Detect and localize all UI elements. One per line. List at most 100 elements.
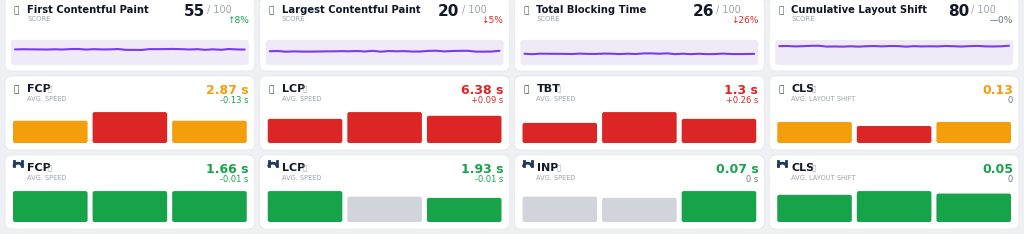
Text: +0.26 s: +0.26 s: [726, 96, 758, 105]
Text: 0: 0: [1008, 96, 1013, 105]
Text: LCP: LCP: [282, 84, 305, 94]
Text: ⓘ: ⓘ: [812, 85, 816, 91]
Text: ⓘ: ⓘ: [47, 164, 52, 171]
FancyBboxPatch shape: [769, 76, 1019, 150]
Text: 0 s: 0 s: [746, 175, 758, 184]
FancyBboxPatch shape: [172, 191, 247, 222]
Text: -0.13 s: -0.13 s: [220, 96, 249, 105]
FancyBboxPatch shape: [347, 112, 422, 143]
Text: ⛺: ⛺: [523, 85, 528, 94]
Text: Cumulative Layout Shift: Cumulative Layout Shift: [792, 5, 928, 15]
Text: 0.05: 0.05: [982, 163, 1013, 176]
Text: ⛺: ⛺: [268, 85, 274, 94]
FancyBboxPatch shape: [769, 0, 1019, 71]
FancyBboxPatch shape: [514, 155, 764, 229]
Text: ⛺: ⛺: [14, 85, 19, 94]
Text: AVG. SPEED: AVG. SPEED: [27, 175, 67, 181]
FancyBboxPatch shape: [602, 198, 677, 222]
FancyBboxPatch shape: [936, 194, 1011, 222]
FancyBboxPatch shape: [260, 76, 510, 150]
Text: CLS: CLS: [792, 163, 814, 173]
Text: 0.07 s: 0.07 s: [716, 163, 758, 176]
Text: ↑8%: ↑8%: [227, 16, 249, 25]
Text: 20: 20: [438, 4, 460, 19]
Text: SCORE: SCORE: [27, 16, 50, 22]
Text: -0.01 s: -0.01 s: [475, 175, 504, 184]
Text: 1.3 s: 1.3 s: [724, 84, 758, 97]
Text: FCP: FCP: [27, 84, 51, 94]
Text: LCP: LCP: [282, 163, 305, 173]
FancyBboxPatch shape: [172, 121, 247, 143]
Text: / 100: / 100: [207, 5, 231, 15]
FancyBboxPatch shape: [92, 191, 167, 222]
Text: AVG. SPEED: AVG. SPEED: [282, 175, 322, 181]
Text: 1.93 s: 1.93 s: [461, 163, 504, 176]
Text: ⓘ: ⓘ: [302, 85, 306, 91]
Text: AVG. SPEED: AVG. SPEED: [537, 96, 575, 102]
FancyBboxPatch shape: [682, 191, 757, 222]
FancyBboxPatch shape: [427, 198, 502, 222]
Text: TBT: TBT: [537, 84, 560, 94]
Text: / 100: / 100: [971, 5, 995, 15]
Text: ⓘ: ⓘ: [302, 164, 306, 171]
FancyBboxPatch shape: [13, 191, 88, 222]
Text: 0.13: 0.13: [982, 84, 1013, 97]
Text: 6.38 s: 6.38 s: [461, 84, 504, 97]
FancyBboxPatch shape: [514, 76, 764, 150]
FancyBboxPatch shape: [11, 40, 249, 65]
FancyBboxPatch shape: [92, 112, 167, 143]
Text: AVG. SPEED: AVG. SPEED: [537, 175, 575, 181]
FancyBboxPatch shape: [520, 40, 758, 65]
Text: ⛺: ⛺: [778, 85, 783, 94]
FancyBboxPatch shape: [857, 126, 932, 143]
Text: 0: 0: [1008, 175, 1013, 184]
Text: 2.87 s: 2.87 s: [206, 84, 249, 97]
Text: 1.66 s: 1.66 s: [206, 163, 249, 176]
FancyBboxPatch shape: [267, 119, 342, 143]
FancyBboxPatch shape: [522, 123, 597, 143]
FancyBboxPatch shape: [777, 122, 852, 143]
FancyBboxPatch shape: [857, 191, 932, 222]
Text: ⓘ: ⓘ: [47, 85, 52, 91]
Text: ⛺: ⛺: [14, 6, 19, 15]
Text: CLS: CLS: [792, 84, 814, 94]
Text: -0.01 s: -0.01 s: [220, 175, 249, 184]
Text: Largest Contentful Paint: Largest Contentful Paint: [282, 5, 421, 15]
FancyBboxPatch shape: [5, 0, 255, 71]
Text: ⓘ: ⓘ: [557, 164, 561, 171]
Text: +0.09 s: +0.09 s: [471, 96, 504, 105]
Text: ⛺: ⛺: [523, 6, 528, 15]
Text: / 100: / 100: [462, 5, 486, 15]
FancyBboxPatch shape: [267, 191, 342, 222]
FancyBboxPatch shape: [5, 155, 255, 229]
Text: SCORE: SCORE: [282, 16, 305, 22]
Text: ⓘ: ⓘ: [557, 85, 561, 91]
FancyBboxPatch shape: [602, 112, 677, 143]
Text: / 100: / 100: [716, 5, 741, 15]
Text: SCORE: SCORE: [537, 16, 560, 22]
Text: —0%: —0%: [989, 16, 1013, 25]
Text: ↓26%: ↓26%: [731, 16, 758, 25]
FancyBboxPatch shape: [775, 40, 1013, 65]
Text: AVG. LAYOUT SHIFT: AVG. LAYOUT SHIFT: [792, 175, 856, 181]
FancyBboxPatch shape: [936, 122, 1011, 143]
Text: 80: 80: [948, 4, 969, 19]
FancyBboxPatch shape: [347, 197, 422, 222]
Text: AVG. SPEED: AVG. SPEED: [27, 96, 67, 102]
Text: ⛺: ⛺: [268, 6, 274, 15]
Text: ⓘ: ⓘ: [812, 164, 816, 171]
FancyBboxPatch shape: [777, 195, 852, 222]
FancyBboxPatch shape: [769, 155, 1019, 229]
FancyBboxPatch shape: [266, 40, 504, 65]
Text: FCP: FCP: [27, 163, 51, 173]
FancyBboxPatch shape: [427, 116, 502, 143]
Text: First Contentful Paint: First Contentful Paint: [27, 5, 148, 15]
Text: AVG. SPEED: AVG. SPEED: [282, 96, 322, 102]
FancyBboxPatch shape: [260, 155, 510, 229]
FancyBboxPatch shape: [13, 121, 88, 143]
Text: Total Blocking Time: Total Blocking Time: [537, 5, 647, 15]
FancyBboxPatch shape: [260, 0, 510, 71]
FancyBboxPatch shape: [5, 76, 255, 150]
FancyBboxPatch shape: [522, 197, 597, 222]
FancyBboxPatch shape: [682, 119, 757, 143]
